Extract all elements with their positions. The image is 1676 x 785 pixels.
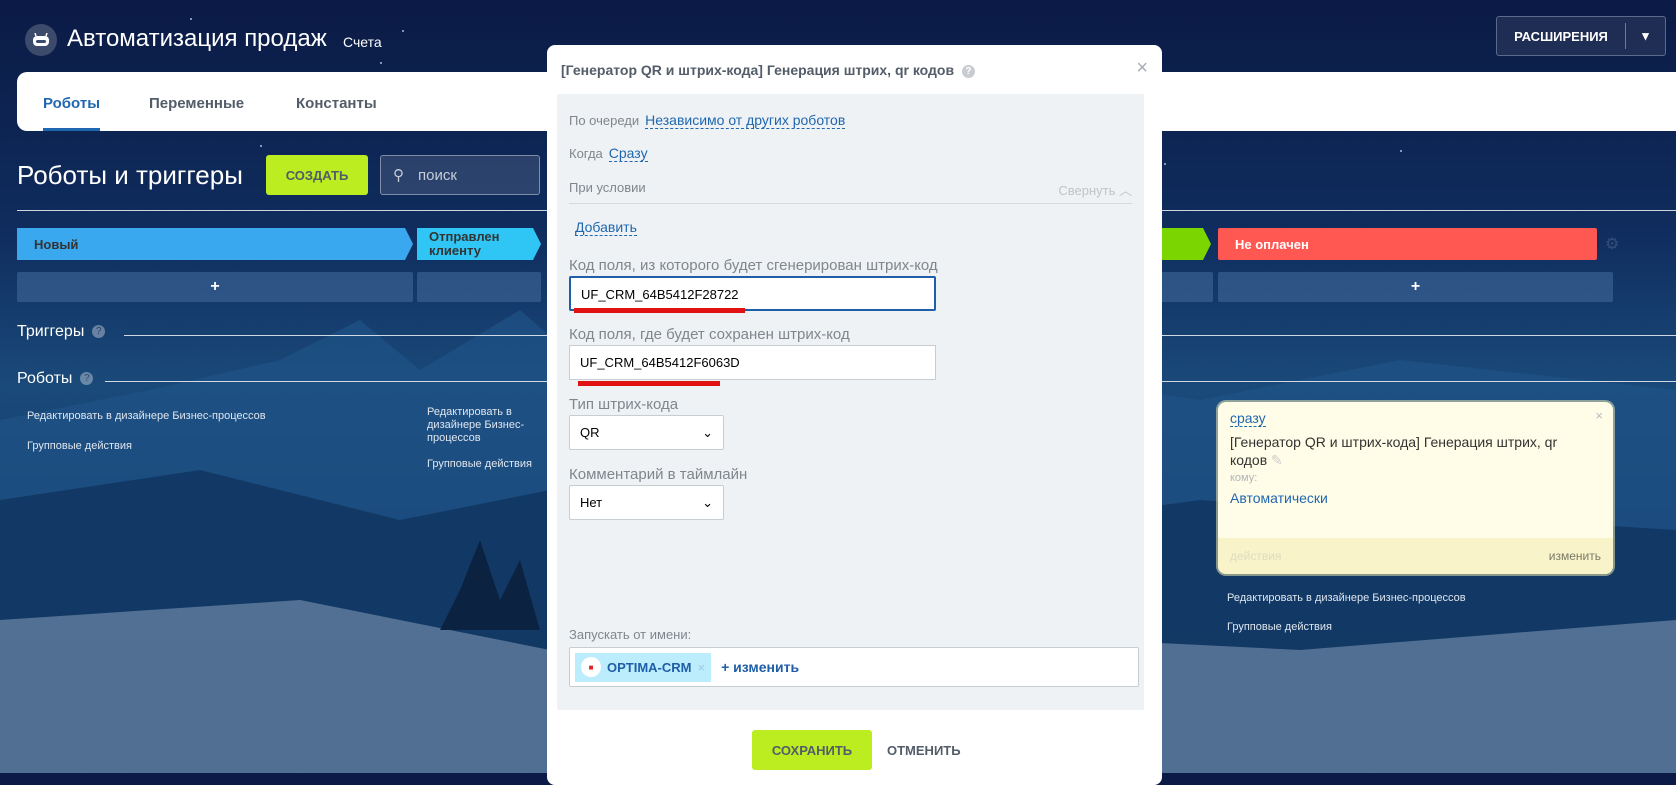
when-link[interactable]: Сразу: [608, 145, 648, 162]
cancel-button[interactable]: ОТМЕНИТЬ: [887, 743, 961, 758]
source-field-input[interactable]: UF_CRM_64B5412F28722: [569, 276, 936, 311]
barcode-type-value: QR: [580, 425, 600, 440]
robots-heading: Роботы?: [17, 370, 94, 388]
user-chip: ■ OPTIMA-CRM ×: [575, 652, 712, 682]
help-icon[interactable]: ?: [961, 64, 975, 78]
edit-link[interactable]: изменить: [1548, 549, 1601, 563]
save-button[interactable]: СОХРАНИТЬ: [752, 730, 872, 770]
barcode-type-label: Тип штрих-кода: [569, 396, 679, 413]
timeline-comment-select[interactable]: Нет ⌄: [569, 485, 724, 520]
add-condition-link[interactable]: Добавить: [575, 219, 637, 236]
highlight-underline: [574, 308, 745, 313]
order-label: По очереди: [569, 113, 640, 128]
target-field-input[interactable]: UF_CRM_64B5412F6063D: [569, 345, 936, 380]
dialog-title: [Генератор QR и штрих-кода] Генерация шт…: [561, 62, 975, 78]
highlight-underline: [578, 381, 720, 386]
triggers-label: Триггеры: [17, 323, 85, 340]
remove-icon[interactable]: ×: [697, 659, 706, 675]
close-icon[interactable]: ×: [1136, 57, 1148, 79]
group-actions-link[interactable]: Групповые действия: [427, 458, 532, 470]
search-placeholder: поиск: [418, 166, 457, 184]
condition-row: При условии Свернуть ︿: [569, 180, 1132, 204]
help-icon[interactable]: ?: [80, 372, 94, 386]
actions-link[interactable]: действия: [1230, 549, 1282, 563]
gear-icon[interactable]: ⚙: [1605, 236, 1620, 253]
add-trigger-button[interactable]: +: [17, 272, 413, 302]
to-value: Автоматически: [1230, 490, 1328, 506]
robot-logo-icon: [25, 24, 57, 56]
edit-bp-link[interactable]: Редактировать в дизайнере Бизнес-процесс…: [427, 406, 525, 444]
source-field-label: Код поля, из которого будет сгенерирован…: [569, 257, 938, 274]
chevron-up-icon: ︿: [1118, 183, 1132, 198]
robots-label: Роботы: [17, 370, 73, 387]
close-icon[interactable]: ×: [1595, 408, 1603, 423]
user-name: OPTIMA-CRM: [607, 659, 692, 675]
tab-robots[interactable]: Роботы: [43, 95, 101, 131]
user-avatar: ■: [581, 657, 601, 677]
run-as-label: Запускать от имени:: [569, 627, 692, 642]
condition-label: При условии: [569, 180, 646, 195]
app-title: Автоматизация продаж: [67, 25, 327, 52]
robot-settings-dialog: [Генератор QR и штрих-кода] Генерация шт…: [547, 45, 1162, 785]
stage-label: Не оплачен: [1235, 236, 1309, 252]
extensions-button[interactable]: РАСШИРЕНИЯ ▾: [1496, 16, 1666, 56]
robot-title-text: [Генератор QR и штрих-кода] Генерация шт…: [1230, 434, 1558, 468]
collapse-label: Свернуть: [1058, 183, 1116, 198]
create-button[interactable]: СОЗДАТЬ: [266, 155, 368, 195]
target-field-label: Код поля, где будет сохранен штрих-код: [569, 326, 850, 343]
change-user-link[interactable]: + изменить: [721, 659, 800, 675]
stage-label: Отправлен клиенту: [429, 229, 500, 258]
extensions-label: РАСШИРЕНИЯ: [1514, 28, 1608, 44]
chevron-down-icon: ⌄: [702, 494, 713, 510]
stage-sent[interactable]: Отправлен клиенту: [417, 228, 541, 260]
group-actions-link[interactable]: Групповые действия: [1227, 621, 1332, 633]
page-title: Роботы и триггеры: [17, 160, 243, 190]
add-trigger-button[interactable]: [417, 272, 541, 302]
when-label: Когда: [569, 146, 603, 161]
pencil-icon[interactable]: ✎: [1271, 452, 1283, 468]
order-link[interactable]: Независимо от других роботов: [645, 112, 846, 129]
barcode-type-select[interactable]: QR ⌄: [569, 415, 724, 450]
group-actions-link[interactable]: Групповые действия: [27, 440, 132, 452]
to-label: кому:: [1230, 472, 1258, 484]
add-trigger-button[interactable]: +: [1218, 272, 1613, 302]
breadcrumb-invoices[interactable]: Счета: [343, 34, 382, 50]
stage-unpaid[interactable]: Не оплачен: [1218, 228, 1597, 260]
robot-title: [Генератор QR и штрих-кода] Генерация шт…: [1230, 433, 1590, 469]
robot-when-link[interactable]: сразу: [1230, 410, 1266, 427]
stage-label: Новый: [34, 236, 79, 252]
tab-constants[interactable]: Константы: [296, 95, 377, 112]
search-input[interactable]: ⚲ поиск: [380, 155, 540, 195]
edit-bp-link[interactable]: Редактировать в дизайнере Бизнес-процесс…: [27, 410, 266, 422]
run-as-selector[interactable]: ■ OPTIMA-CRM × + изменить: [569, 647, 1139, 687]
search-icon: ⚲: [393, 167, 404, 184]
edit-bp-link[interactable]: Редактировать в дизайнере Бизнес-процесс…: [1227, 592, 1466, 604]
chevron-down-icon: ⌄: [702, 424, 713, 440]
robot-card[interactable]: сразу × [Генератор QR и штрих-кода] Гене…: [1218, 402, 1613, 574]
timeline-comment-value: Нет: [580, 495, 603, 510]
dialog-title-text: [Генератор QR и штрих-кода] Генерация шт…: [561, 62, 955, 78]
stage-new[interactable]: Новый: [17, 228, 413, 260]
help-icon[interactable]: ?: [92, 325, 106, 339]
chevron-down-icon[interactable]: ▾: [1625, 23, 1665, 49]
triggers-heading: Триггеры?: [17, 323, 106, 341]
robot-card-footer: действия изменить: [1218, 538, 1613, 574]
timeline-comment-label: Комментарий в таймлайн: [569, 466, 748, 483]
settings-panel: По очереди Независимо от других роботов К…: [557, 94, 1144, 710]
tab-variables[interactable]: Переменные: [149, 95, 245, 112]
collapse-link[interactable]: Свернуть ︿: [1058, 180, 1132, 199]
